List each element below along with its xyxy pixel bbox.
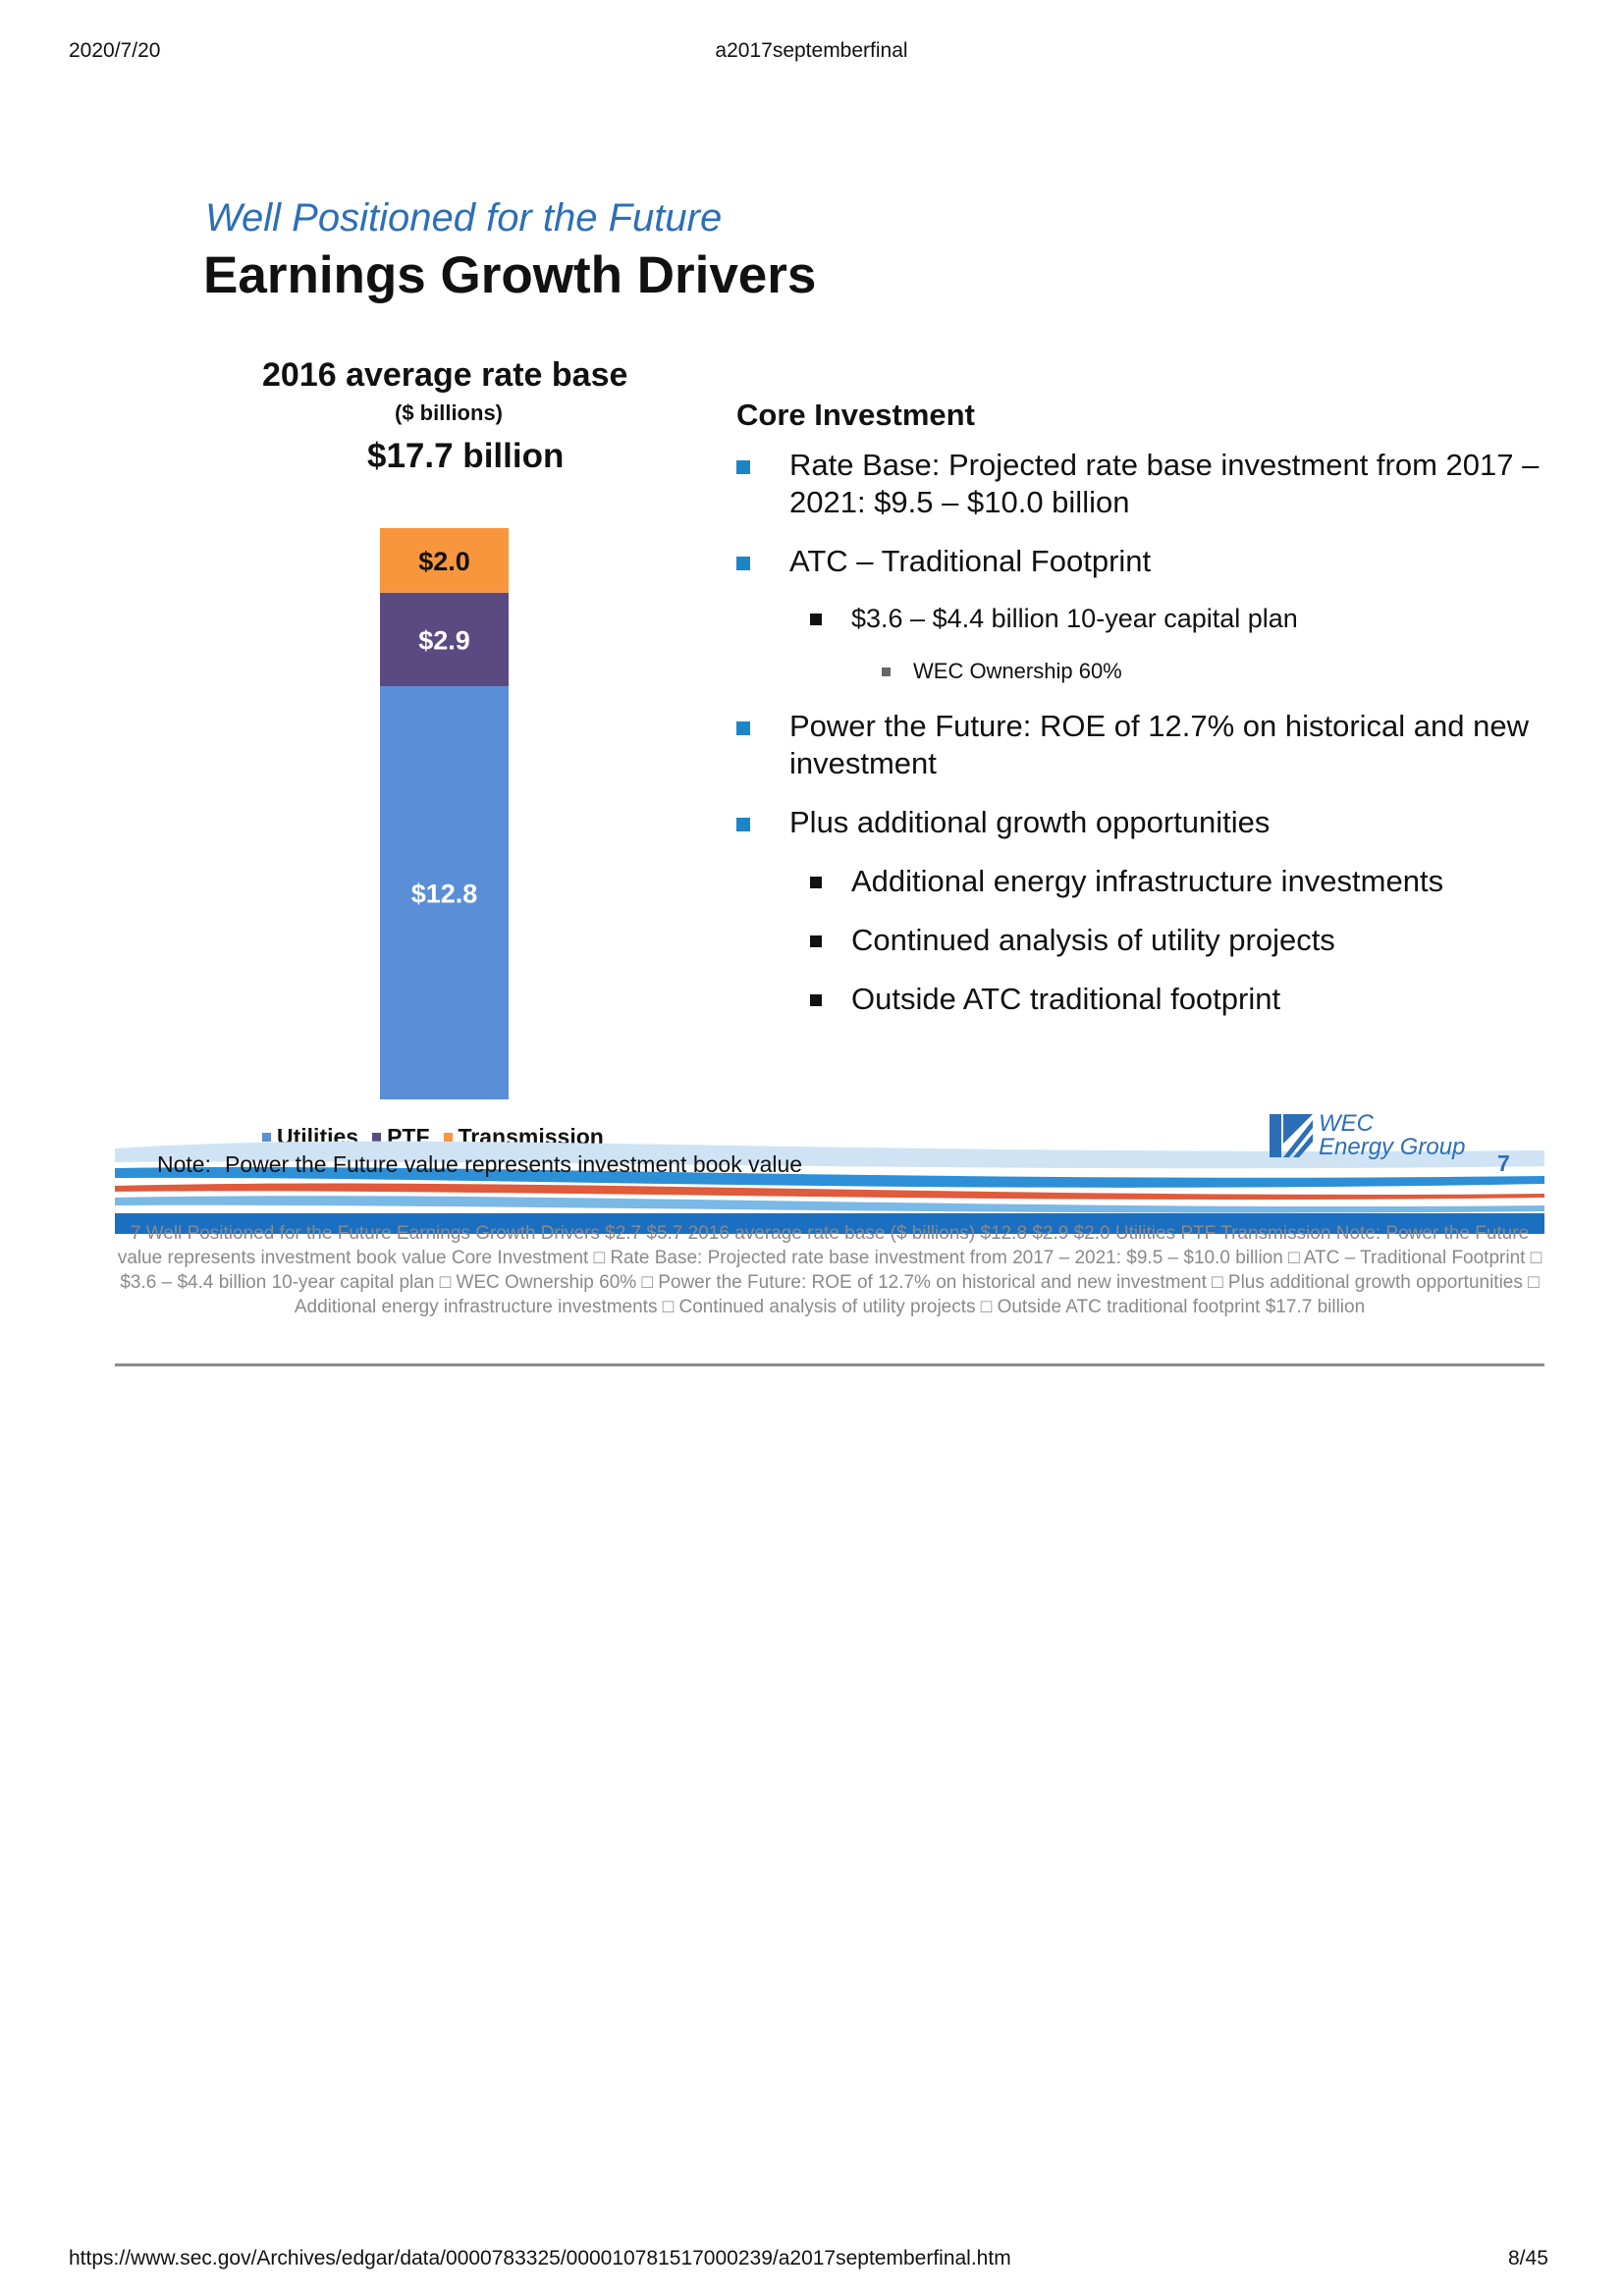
bar-label-ptf: $2.9	[418, 625, 470, 655]
stacked-bar-chart: $12.8 $2.9 $2.0	[380, 528, 509, 1099]
slide-subtitle: Well Positioned for the Future	[205, 196, 723, 240]
chart-unit-label: ($ billions)	[395, 400, 503, 425]
logo-line-2: Energy Group	[1319, 1134, 1466, 1160]
bullet-energy-infrastructure: Additional energy infrastructure investm…	[736, 863, 1542, 900]
slide-page-number: 7	[1497, 1150, 1510, 1176]
document-title: a2017septemberfinal	[715, 39, 908, 62]
legend-swatch-ptf	[372, 1133, 382, 1142]
company-logo: WEC Energy Group	[1270, 1112, 1465, 1159]
decorative-swoosh	[115, 1141, 1544, 1234]
bullet-wec-ownership: WEC Ownership 60%	[736, 657, 1542, 686]
print-date: 2020/7/20	[69, 39, 161, 62]
note-text: Power the Future value represents invest…	[224, 1151, 803, 1177]
bullet-utility-projects: Continued analysis of utility projects	[736, 922, 1542, 959]
chart-total-label: $17.7 billion	[367, 437, 565, 475]
bar-segment-ptf	[380, 592, 509, 687]
bullet-plus-growth: Plus additional growth opportunities	[736, 804, 1542, 841]
bullet-atc-plan: $3.6 – $4.4 billion 10-year capital plan	[736, 602, 1542, 635]
wec-logo-icon	[1270, 1114, 1313, 1157]
slide-title: Earnings Growth Drivers	[203, 246, 817, 304]
note-label: Note:	[157, 1151, 211, 1177]
slide-note: Note: Power the Future value represents i…	[157, 1151, 802, 1178]
bullet-power-the-future: Power the Future: ROE of 12.7% on histor…	[736, 708, 1542, 782]
extracted-text: 7 Well Positioned for the Future Earning…	[117, 1223, 1542, 1317]
legend-swatch-transmission	[443, 1133, 453, 1142]
bar-label-transmission: $2.0	[418, 547, 470, 576]
divider	[115, 1363, 1544, 1366]
bullet-outside-atc: Outside ATC traditional footprint	[736, 981, 1542, 1018]
legend-swatch-utilities	[262, 1133, 271, 1142]
footer-url: https://www.sec.gov/Archives/edgar/data/…	[69, 2247, 1011, 2269]
core-investment-heading: Core Investment	[736, 398, 975, 432]
bar-segment-utilities	[380, 686, 509, 1099]
bullet-atc: ATC – Traditional Footprint	[736, 543, 1542, 580]
core-investment-section: Core Investment Rate Base: Projected rat…	[736, 398, 1542, 1040]
logo-line-1: WEC	[1319, 1110, 1374, 1137]
chart-title: 2016 average rate base	[262, 356, 628, 394]
bar-label-utilities: $12.8	[411, 880, 478, 909]
bullet-rate-base: Rate Base: Projected rate base investmen…	[736, 447, 1542, 521]
slide: Well Positioned for the Future Earnings …	[115, 167, 1544, 1234]
bar-segment-transmission	[380, 528, 509, 593]
footer-page: 8/45	[1508, 2247, 1548, 2269]
